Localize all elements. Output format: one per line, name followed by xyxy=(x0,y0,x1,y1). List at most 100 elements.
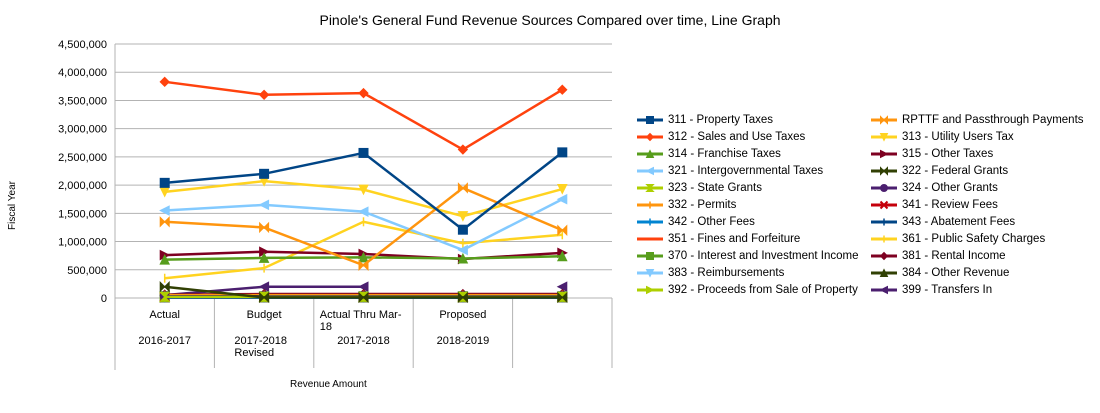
legend-label: 313 - Utility Users Tax xyxy=(902,130,1014,143)
data-point xyxy=(879,200,889,209)
data-point xyxy=(880,149,889,158)
legend: 311 - Property Taxes RPTTF and Passthroug… xyxy=(636,111,1100,298)
x-axis-label: Revenue Amount xyxy=(290,379,367,390)
data-point xyxy=(557,291,568,304)
legend-swatch-icon xyxy=(637,218,663,225)
data-point xyxy=(879,132,889,142)
data-point xyxy=(646,285,655,294)
legend-swatch-icon xyxy=(871,165,897,176)
data-point xyxy=(259,168,270,179)
legend-swatch-icon xyxy=(871,235,897,242)
data-point xyxy=(645,148,655,158)
data-point xyxy=(645,132,655,141)
x-tick-label-line1: Budget xyxy=(246,309,282,321)
data-point xyxy=(879,285,888,294)
y-tick-label: 1,500,000 xyxy=(58,208,107,220)
legend-swatch-icon xyxy=(637,183,663,192)
y-tick-label: 0 xyxy=(101,293,107,305)
legend-item: 314 - Franchise Taxes xyxy=(636,145,870,162)
series-rpttf-and-passthrough-payments xyxy=(159,182,568,271)
legend-swatch-icon xyxy=(871,285,897,294)
legend-swatch-icon xyxy=(637,166,663,175)
legend-item: 311 - Property Taxes xyxy=(636,111,870,128)
legend-label: 384 - Other Revenue xyxy=(902,266,1010,279)
data-point xyxy=(880,183,888,192)
legend-swatch-icon xyxy=(637,237,663,240)
legend-swatch-icon xyxy=(871,200,897,209)
data-point xyxy=(645,166,654,175)
data-point xyxy=(259,291,270,304)
data-point xyxy=(556,184,568,195)
data-point xyxy=(358,147,369,158)
data-point xyxy=(457,252,469,264)
legend-label: 392 - Proceeds from Sale of Property xyxy=(668,283,858,296)
legend-label: 383 - Reimbursements xyxy=(668,266,785,279)
data-point xyxy=(646,115,654,124)
data-point xyxy=(457,182,468,194)
legend-label: RPTTF and Passthrough Payments xyxy=(902,113,1084,126)
y-tick-label: 2,000,000 xyxy=(58,180,107,192)
legend-label: 341 - Review Fees xyxy=(902,198,998,211)
data-point xyxy=(557,224,568,236)
data-point xyxy=(879,251,889,260)
data-point xyxy=(557,147,568,158)
data-point xyxy=(258,89,270,101)
legend-item: 343 - Abatement Fees xyxy=(870,213,1100,230)
x-tick-label-line2: 2018-2019 xyxy=(436,335,490,347)
legend-label: 399 - Transfers In xyxy=(902,283,993,296)
legend-swatch-icon xyxy=(871,183,897,192)
legend-label: 381 - Rental Income xyxy=(902,249,1006,262)
data-point xyxy=(259,221,270,234)
y-tick-label: 3,500,000 xyxy=(58,95,107,107)
legend-label: 322 - Federal Grants xyxy=(902,164,1009,177)
data-point xyxy=(457,144,469,155)
legend-swatch-icon xyxy=(871,132,897,142)
data-point xyxy=(159,253,171,265)
series-313-utility-users-tax xyxy=(159,176,568,222)
data-point xyxy=(159,76,170,88)
legend-item: RPTTF and Passthrough Payments xyxy=(870,111,1100,128)
series-311-property-taxes xyxy=(159,147,568,235)
legend-swatch-icon xyxy=(871,218,897,225)
legend-label: 343 - Abatement Fees xyxy=(902,215,1016,228)
legend-swatch-icon xyxy=(637,132,663,141)
data-point xyxy=(357,206,369,217)
data-point xyxy=(358,87,369,99)
legend-label: 311 - Property Taxes xyxy=(668,113,774,126)
y-tick-label: 500,000 xyxy=(67,265,107,277)
y-tick-label: 4,000,000 xyxy=(58,67,107,79)
x-tick-label-line2: 2017-2018 xyxy=(337,335,390,347)
series-322-federal-grants xyxy=(159,281,568,304)
data-point xyxy=(646,251,654,260)
data-point xyxy=(457,291,468,304)
legend-swatch-icon xyxy=(871,251,897,260)
legend-item: 312 - Sales and Use Taxes xyxy=(636,128,870,145)
legend-label: 324 - Other Grants xyxy=(902,181,998,194)
legend-label: 312 - Sales and Use Taxes xyxy=(668,130,806,143)
x-tick-label-line1: Actual Thru Mar-18 xyxy=(319,309,402,333)
legend-swatch-icon xyxy=(637,251,663,260)
legend-item: 342 - Other Fees xyxy=(636,213,870,230)
data-point xyxy=(159,281,170,293)
data-point xyxy=(358,259,369,271)
legend-label: 332 - Permits xyxy=(668,198,737,211)
legend-item: 392 - Proceeds from Sale of Property xyxy=(636,281,870,298)
legend-label: 323 - State Grants xyxy=(668,181,762,194)
legend-item: 383 - Reimbursements xyxy=(636,264,870,281)
legend-swatch-icon xyxy=(637,201,663,208)
data-point xyxy=(879,267,889,277)
x-tick-label-line2: 2017-2018 Revised xyxy=(234,335,287,359)
legend-label: 361 - Public Safety Charges xyxy=(902,232,1046,245)
legend-swatch-icon xyxy=(637,148,663,158)
data-point xyxy=(556,250,568,262)
legend-item: 315 - Other Taxes xyxy=(870,145,1100,162)
data-point xyxy=(158,291,171,302)
data-point xyxy=(457,224,468,235)
data-point xyxy=(457,244,468,256)
data-point xyxy=(645,268,655,278)
data-point xyxy=(557,84,568,95)
legend-swatch-icon xyxy=(871,149,897,158)
y-tick-label: 2,500,000 xyxy=(58,152,107,164)
legend-item: 381 - Rental Income xyxy=(870,247,1100,264)
